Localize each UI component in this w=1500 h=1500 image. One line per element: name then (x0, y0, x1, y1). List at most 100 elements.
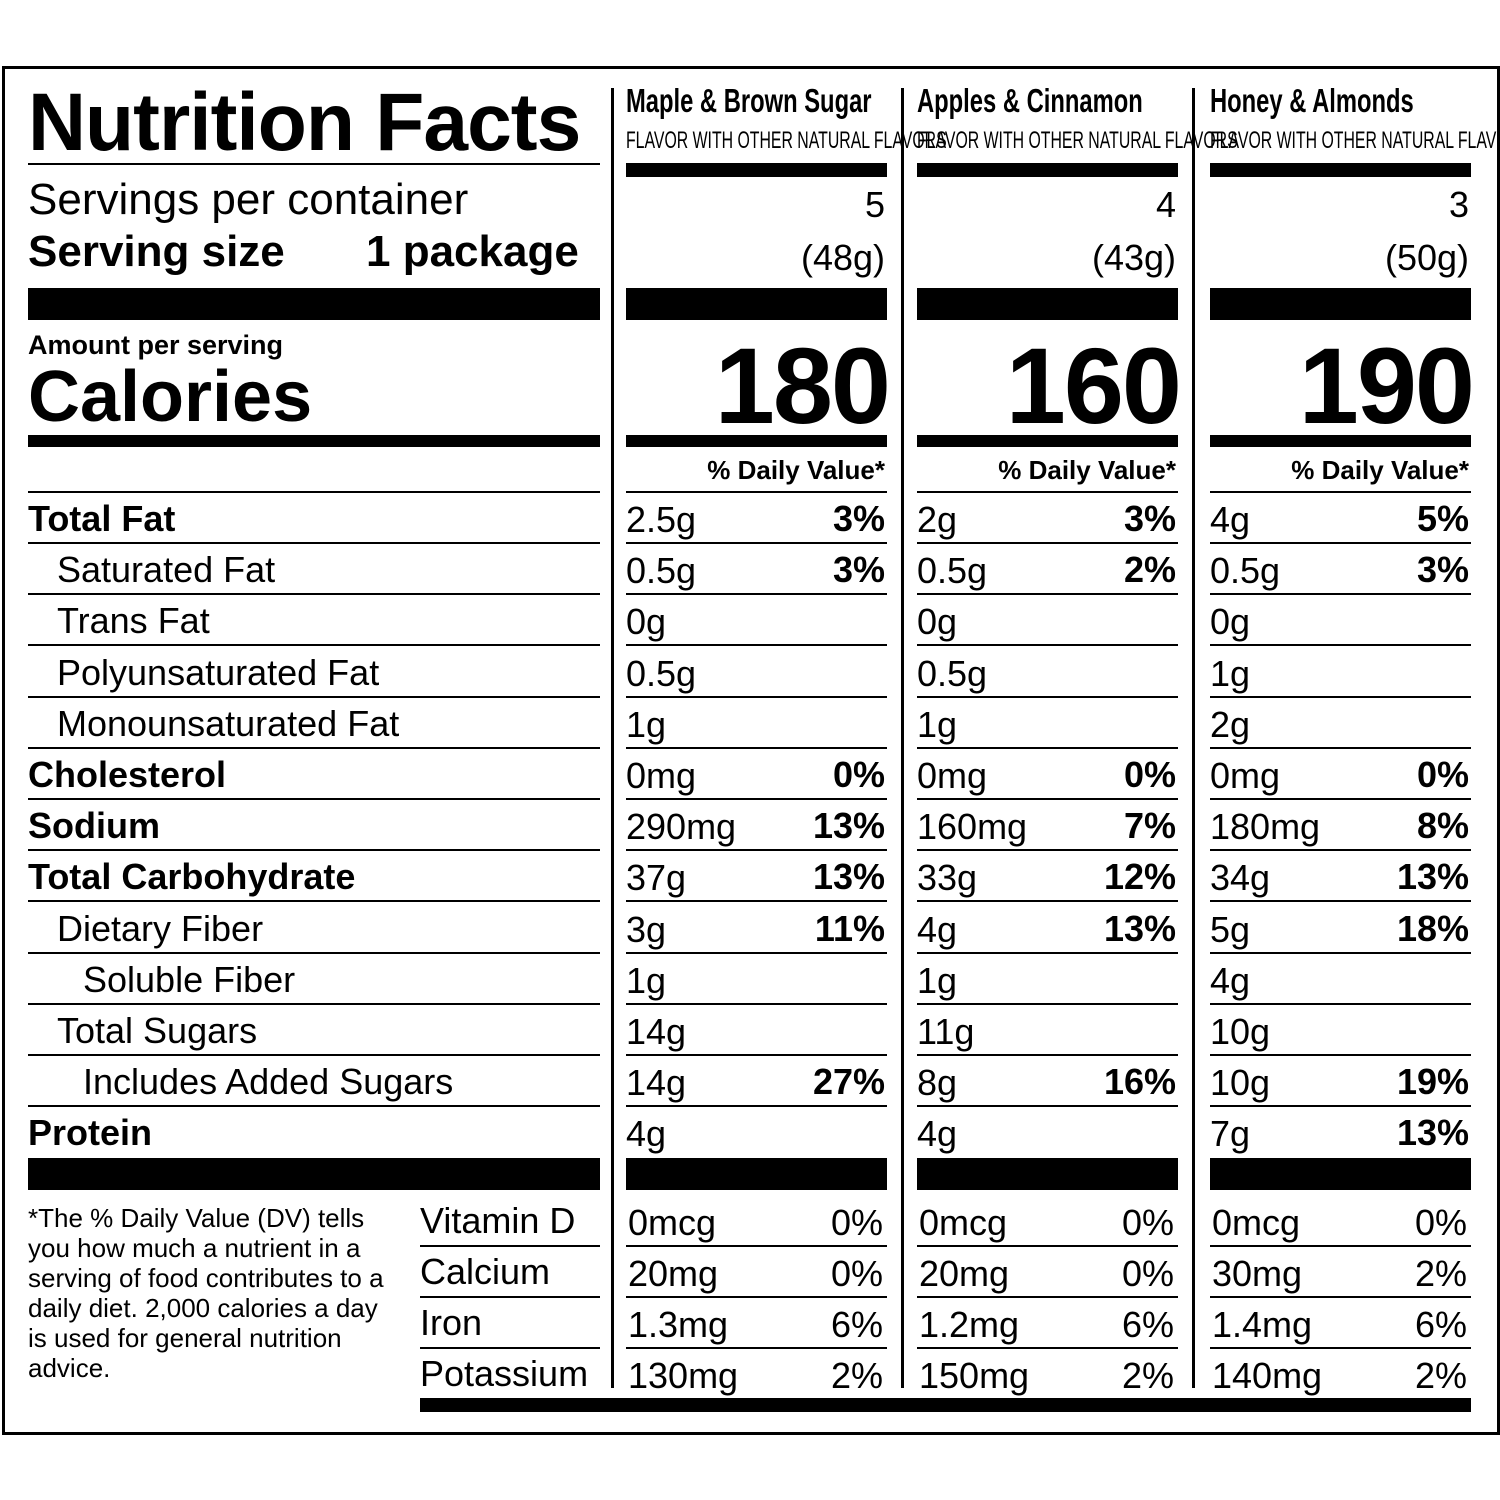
row-divider (917, 593, 1178, 595)
row-divider (917, 747, 1178, 749)
divider (626, 491, 887, 493)
flavor-subtitle: FLAVOR WITH OTHER NATURAL FLAVORS (626, 127, 947, 154)
nutrient-daily-value: 18% (1396, 908, 1469, 949)
vitamin-label: Iron (420, 1302, 483, 1343)
nutrient-amount: 4g (626, 1113, 667, 1154)
nutrition-facts-title: Nutrition Facts (28, 77, 581, 168)
vitamin-amount: 0mcg (919, 1202, 1008, 1243)
daily-value-footnote: *The % Daily Value (DV) tells you how mu… (28, 1203, 384, 1383)
nutrient-amount: 4g (917, 909, 958, 950)
vitamin-amount: 0mcg (628, 1202, 717, 1243)
nutrient-daily-value: 3% (1123, 498, 1176, 539)
nutrient-label: Includes Added Sugars (83, 1061, 454, 1102)
flavor-name: Apples & Cinnamon (917, 82, 1143, 119)
flavor-name: Maple & Brown Sugar (626, 82, 872, 119)
divider (28, 163, 600, 165)
medium-bar (28, 435, 600, 447)
row-divider (1210, 798, 1471, 800)
nutrient-daily-value: 13% (812, 856, 885, 897)
row-divider (917, 798, 1178, 800)
daily-value-header: % Daily Value* (707, 455, 885, 485)
row-divider (626, 696, 887, 698)
nutrient-amount: 7g (1210, 1113, 1251, 1154)
vitamin-daily-value: 6% (1414, 1304, 1467, 1345)
vitamin-amount: 150mg (919, 1355, 1030, 1396)
medium-bar (1210, 435, 1471, 447)
medium-bar (626, 435, 887, 447)
row-divider (626, 849, 887, 851)
servings-label: Servings per container (28, 175, 469, 224)
nutrient-amount: 10g (1210, 1011, 1271, 1052)
row-divider (626, 1296, 887, 1298)
nutrient-daily-value: 13% (1103, 908, 1176, 949)
nutrient-daily-value: 7% (1123, 805, 1176, 846)
row-divider (1210, 1347, 1471, 1349)
flavor-subtitle: FLAVOR WITH OTHER NATURAL FLAVORS (1210, 127, 1500, 154)
row-divider (1210, 644, 1471, 646)
vitamin-daily-value: 6% (1121, 1304, 1174, 1345)
row-divider (1210, 1003, 1471, 1005)
vitamin-daily-value: 0% (1414, 1202, 1467, 1243)
row-divider (626, 1245, 887, 1247)
nutrient-label: Polyunsaturated Fat (57, 652, 380, 693)
nutrient-daily-value: 13% (1396, 856, 1469, 897)
divider (1210, 491, 1471, 493)
nutrient-amount: 14g (626, 1062, 687, 1103)
bottom-bar (420, 1398, 1471, 1412)
thick-bar (1210, 1158, 1471, 1190)
row-divider (626, 1105, 887, 1107)
thick-bar (917, 163, 1178, 177)
nutrient-daily-value: 27% (812, 1061, 885, 1102)
row-divider (626, 747, 887, 749)
nutrient-amount: 0g (626, 601, 667, 642)
divider (917, 491, 1178, 493)
row-divider (917, 696, 1178, 698)
thick-bar (626, 288, 887, 320)
row-divider (626, 900, 887, 902)
row-divider (626, 593, 887, 595)
row-divider (917, 1296, 1178, 1298)
nutrient-label: Dietary Fiber (57, 908, 264, 949)
nutrient-daily-value: 2% (1123, 549, 1176, 590)
row-divider (28, 849, 600, 851)
row-divider (626, 952, 887, 954)
servings-value: 3 (1448, 184, 1469, 225)
nutrient-amount: 34g (1210, 857, 1271, 898)
row-divider (28, 593, 600, 595)
row-divider (1210, 1054, 1471, 1056)
row-divider (626, 1003, 887, 1005)
nutrient-amount: 14g (626, 1011, 687, 1052)
thick-bar (917, 288, 1178, 320)
serving-weight: (48g) (800, 237, 885, 278)
calories-label: Calories (28, 357, 313, 437)
nutrient-amount: 4g (1210, 499, 1251, 540)
row-divider (420, 1347, 600, 1349)
vitamin-amount: 130mg (628, 1355, 739, 1396)
nutrient-daily-value: 12% (1103, 856, 1176, 897)
nutrient-label: Total Sugars (57, 1010, 258, 1051)
thick-bar (1210, 288, 1471, 320)
row-divider (28, 900, 600, 902)
vitamin-daily-value: 2% (1121, 1355, 1174, 1396)
thick-bar (1210, 163, 1471, 177)
nutrient-amount: 1g (917, 704, 958, 745)
nutrient-amount: 0.5g (1210, 550, 1281, 591)
nutrient-daily-value: 19% (1396, 1061, 1469, 1102)
nutrient-daily-value: 0% (1416, 754, 1469, 795)
row-divider (1210, 1296, 1471, 1298)
vitamin-daily-value: 2% (1414, 1253, 1467, 1294)
row-divider (420, 1296, 600, 1298)
nutrient-amount: 2g (1210, 704, 1251, 745)
nutrient-amount: 1g (1210, 653, 1251, 694)
vitamin-daily-value: 0% (830, 1253, 883, 1294)
nutrient-amount: 5g (1210, 909, 1251, 950)
vitamin-amount: 20mg (628, 1253, 719, 1294)
thick-bar (917, 1158, 1178, 1190)
row-divider (626, 1054, 887, 1056)
nutrient-amount: 0mg (1210, 755, 1281, 796)
nutrient-amount: 1g (917, 960, 958, 1001)
nutrient-amount: 37g (626, 857, 687, 898)
row-divider (917, 1003, 1178, 1005)
daily-value-header: % Daily Value* (1291, 455, 1469, 485)
nutrient-label: Saturated Fat (57, 549, 276, 590)
